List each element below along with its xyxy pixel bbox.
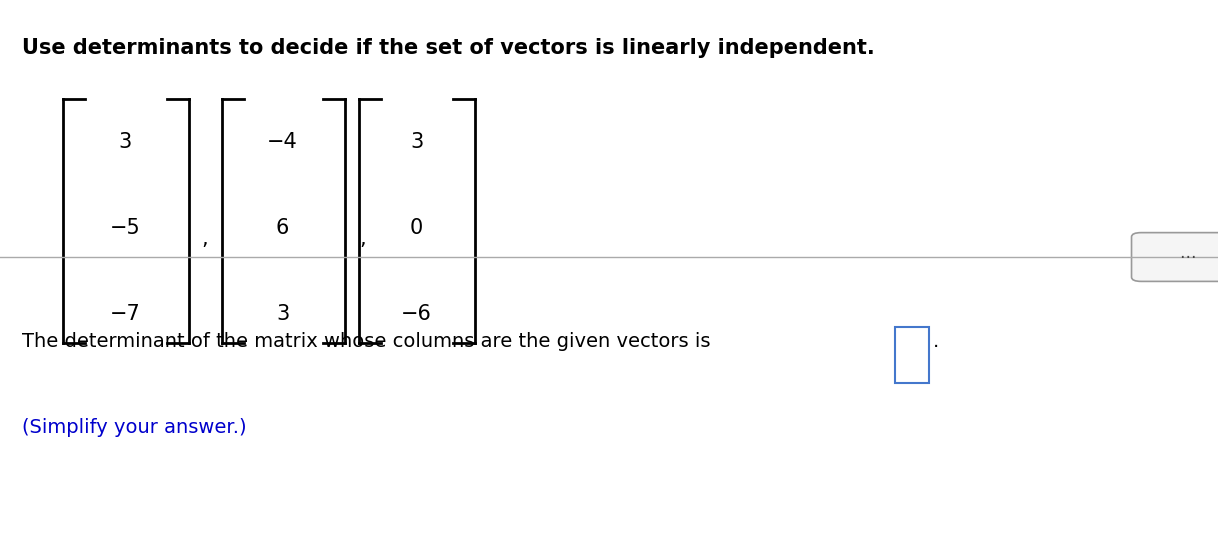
Text: −5: −5 [110,218,141,238]
Text: .: . [933,332,939,351]
Text: ⋯: ⋯ [1179,248,1196,266]
Text: The determinant of the matrix whose columns are the given vectors is: The determinant of the matrix whose colu… [22,332,710,351]
Text: 3: 3 [119,132,132,152]
Text: Use determinants to decide if the set of vectors is linearly independent.: Use determinants to decide if the set of… [22,38,875,57]
Text: ,: , [359,228,367,249]
Text: −4: −4 [267,132,298,152]
Text: 3: 3 [276,303,289,324]
FancyBboxPatch shape [1132,233,1218,281]
FancyBboxPatch shape [895,327,929,383]
Text: −7: −7 [110,303,141,324]
Text: ,: , [201,228,208,249]
Text: (Simplify your answer.): (Simplify your answer.) [22,418,246,437]
Text: 0: 0 [410,218,423,238]
Text: −6: −6 [401,303,432,324]
Text: 3: 3 [410,132,423,152]
Text: 6: 6 [276,218,289,238]
